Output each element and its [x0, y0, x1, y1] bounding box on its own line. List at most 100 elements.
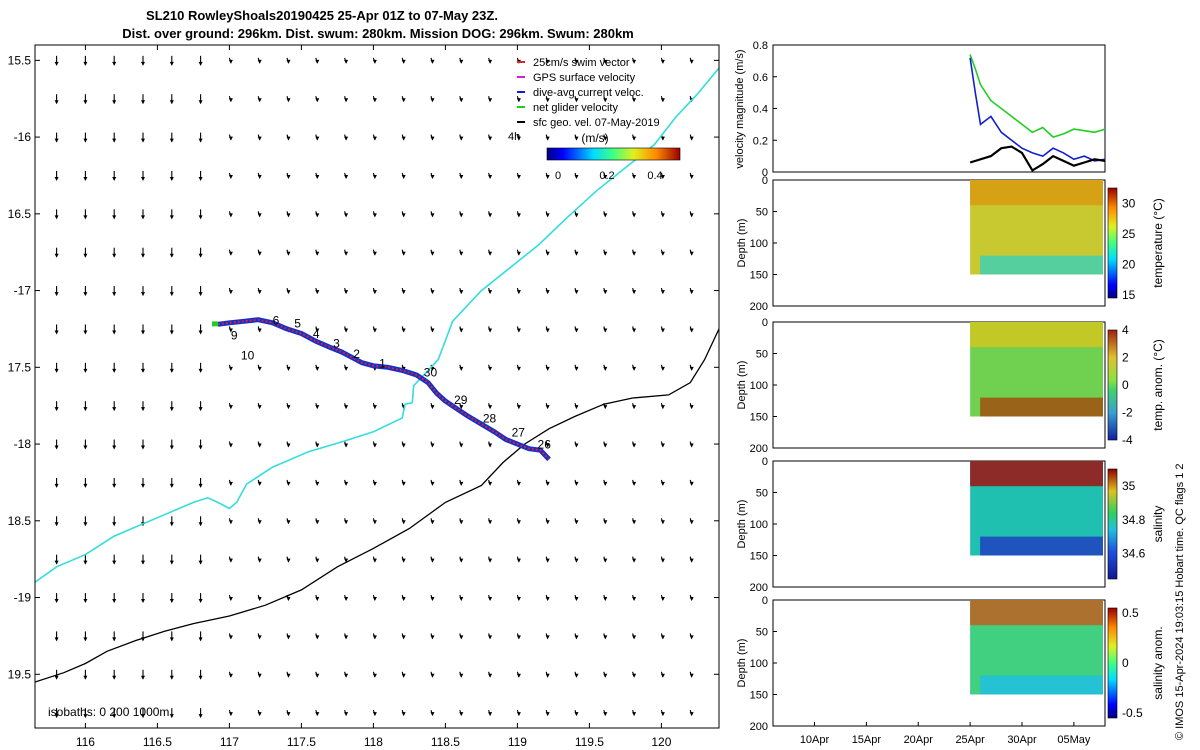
vector-head-37 [112, 100, 117, 105]
section-ylabel-0: Depth (m) [736, 219, 748, 268]
vector-head-100 [198, 445, 203, 450]
time-xtick-label-3: 25Apr [955, 734, 985, 746]
vector-head-40 [112, 215, 117, 220]
section-0-cbtick-2: 25 [1122, 227, 1136, 241]
vector-head-167 [315, 251, 320, 256]
vector-head-17 [54, 714, 59, 719]
vector-head-345 [603, 174, 608, 179]
vel-ytick-label-1: 0.2 [753, 135, 768, 147]
vector-head-296 [516, 366, 521, 371]
vector-head-351 [603, 405, 608, 410]
vector-head-369 [632, 405, 637, 410]
vector-head-144 [286, 59, 291, 64]
vector-head-355 [603, 558, 608, 563]
copyright-note: © IMOS 15-Apr-2024 19:03:15 Hobart time.… [1174, 463, 1186, 740]
vector-head-269 [459, 712, 464, 717]
vector-head-331 [574, 328, 579, 333]
vector-head-354 [603, 520, 608, 525]
vector-head-371 [632, 481, 637, 486]
vector-head-57 [141, 176, 145, 181]
vector-head-73 [169, 100, 174, 105]
vector-head-23 [83, 253, 88, 258]
vector-head-339 [574, 635, 579, 640]
vector-head-46 [112, 445, 117, 450]
vector-head-170 [315, 366, 320, 371]
vector-head-413 [689, 712, 694, 717]
vector-head-386 [660, 366, 665, 371]
vector-head-379 [660, 98, 665, 103]
section-1-cbtick-0: -4 [1122, 433, 1133, 447]
vector-head-220 [401, 213, 406, 218]
isobaths-and-track [35, 67, 719, 683]
vector-head-77 [169, 253, 174, 258]
vector-head-59 [141, 253, 145, 258]
vector-head-306 [545, 59, 550, 64]
vector-head-189 [344, 405, 349, 410]
vector-head-277 [488, 328, 493, 333]
vector-head-233 [401, 712, 406, 717]
vector-head-332 [574, 366, 579, 371]
vector-head-48 [112, 522, 117, 527]
vector-head-317 [545, 481, 550, 486]
vector-head-71 [141, 714, 145, 719]
vector-head-197 [344, 712, 349, 717]
vector-head-283 [488, 558, 493, 563]
vector-head-162 [315, 59, 320, 64]
section-2-ylabel-0: 0 [762, 456, 768, 468]
vector-head-13 [54, 560, 59, 565]
vector-head-8 [54, 368, 59, 373]
vector-head-96 [198, 292, 203, 297]
vector-head-334 [574, 443, 579, 448]
vector-head-294 [516, 290, 521, 295]
vector-head-152 [286, 366, 291, 371]
section-colorbar-2 [1107, 468, 1118, 580]
map-xtick-label-1: 116.5 [143, 735, 172, 749]
speed-colorbar [546, 147, 681, 161]
isobath-0m [35, 67, 719, 583]
map-ytick-label-7: -19 [14, 591, 32, 605]
vector-head-122 [228, 597, 233, 602]
day-label-26: 26 [538, 438, 552, 452]
vector-head-402 [689, 290, 694, 295]
vector-head-353 [603, 481, 608, 486]
vector-head-108 [228, 59, 233, 64]
vector-head-210 [372, 520, 377, 525]
vector-head-171 [315, 405, 320, 410]
vector-head-175 [315, 558, 320, 563]
vector-head-2 [54, 138, 59, 143]
track-start-marker [212, 321, 218, 327]
map-frame [34, 44, 720, 729]
vector-head-89 [169, 714, 174, 719]
vector-head-254 [459, 136, 464, 141]
map-y-ticks: 15.5 -16 16.5 -17 17.5 -18 18.5 -19 19.5 [8, 53, 719, 681]
vector-head-302 [516, 597, 521, 602]
vector-head-173 [315, 481, 320, 486]
vector-head-268 [459, 673, 464, 678]
isobaths-label: isobaths: 0 200 1000m [48, 705, 169, 719]
velocity-series-0 [969, 54, 1106, 139]
vector-head-229 [401, 558, 406, 563]
section-0-ylabel-0: 0 [762, 175, 768, 187]
section-2-ylabel-2: 100 [750, 519, 768, 531]
vector-head-64 [141, 445, 145, 450]
vector-head-367 [632, 328, 637, 333]
vector-head-250 [430, 673, 435, 678]
vector-head-127 [257, 98, 262, 103]
section-colorbar-1 [1107, 329, 1118, 441]
section-cblabel-1: temp. anom. (°C) [1151, 339, 1165, 431]
section-2-cbtick-0: 34.6 [1122, 547, 1146, 561]
section-2-ylabel-4: 200 [750, 582, 768, 594]
vector-head-182 [344, 136, 349, 141]
vector-head-28 [83, 445, 88, 450]
vector-head-147 [286, 174, 291, 179]
vector-head-208 [372, 443, 377, 448]
vector-head-395 [660, 712, 665, 717]
vector-head-5 [54, 253, 59, 258]
vector-head-289 [516, 98, 521, 103]
vel-ytick-label-3: 0.6 [753, 72, 768, 84]
vector-head-78 [169, 292, 174, 297]
vector-head-76 [169, 215, 174, 220]
vector-head-105 [198, 637, 203, 642]
section-3-ylabel-3: 150 [750, 690, 768, 702]
vector-head-223 [401, 328, 406, 333]
